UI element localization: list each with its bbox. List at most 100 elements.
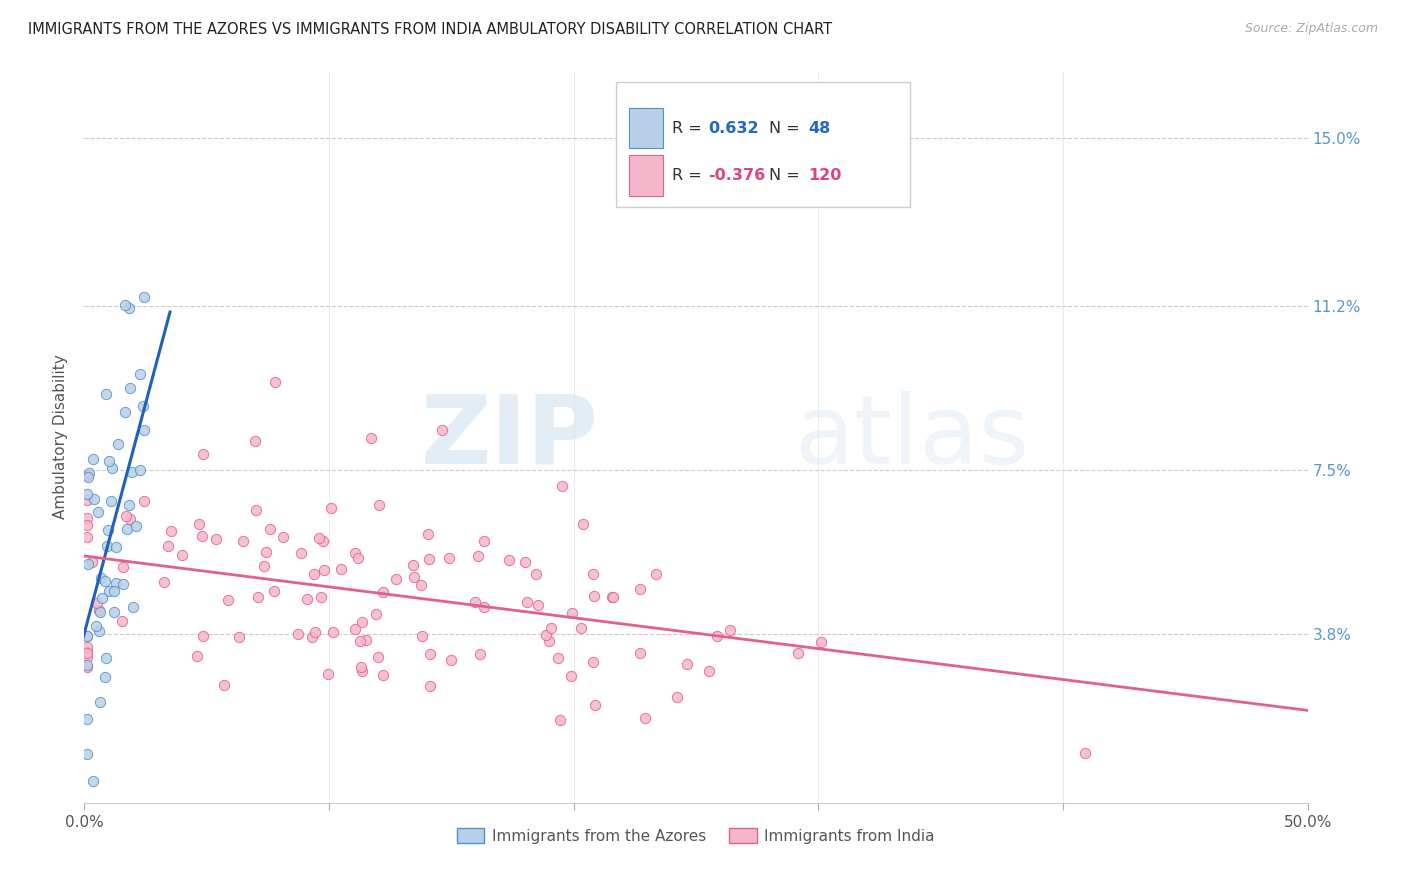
Point: [384, 572, 406, 586]
Point: [188, 516, 211, 531]
Point: [115, 522, 138, 536]
Point: [83, 492, 105, 507]
Point: [308, 531, 330, 545]
Point: [697, 665, 720, 679]
Point: [121, 465, 143, 479]
Point: [404, 570, 426, 584]
Point: [645, 566, 668, 581]
Point: [118, 512, 141, 526]
Point: [82, 773, 104, 788]
Text: N =: N =: [769, 169, 806, 184]
Point: [411, 629, 433, 643]
Point: [76, 629, 98, 643]
Point: [356, 632, 378, 647]
Point: [170, 548, 193, 562]
Point: [628, 582, 651, 596]
Point: [666, 690, 689, 704]
Point: [89, 695, 111, 709]
Point: [125, 519, 148, 533]
Point: [103, 584, 125, 599]
Point: [350, 660, 373, 674]
Point: [76, 646, 98, 660]
Point: [112, 559, 135, 574]
Point: [97, 584, 120, 599]
Point: [301, 630, 323, 644]
Point: [263, 375, 285, 389]
Point: [259, 522, 281, 536]
Text: R =: R =: [672, 121, 706, 136]
Point: [810, 634, 832, 648]
Point: [675, 657, 697, 672]
Point: [322, 625, 344, 640]
Point: [107, 437, 129, 451]
Point: [76, 529, 98, 543]
Point: [76, 486, 98, 500]
Point: [352, 664, 374, 678]
Point: [97, 454, 120, 468]
Point: [77, 470, 100, 484]
Point: [401, 558, 423, 572]
Point: [432, 423, 454, 437]
Point: [467, 549, 489, 563]
Point: [718, 624, 741, 638]
Point: [89, 605, 111, 619]
Point: [551, 479, 574, 493]
Point: [79, 466, 101, 480]
Point: [87, 624, 110, 638]
Point: [437, 551, 460, 566]
Text: atlas: atlas: [794, 391, 1029, 483]
Point: [1073, 746, 1095, 760]
Point: [132, 400, 155, 414]
Point: [498, 553, 520, 567]
Point: [706, 629, 728, 643]
Point: [569, 621, 592, 635]
Point: [418, 551, 440, 566]
Point: [76, 657, 98, 672]
FancyBboxPatch shape: [616, 82, 910, 207]
Point: [536, 628, 558, 642]
Point: [418, 526, 440, 541]
Point: [76, 510, 98, 524]
Point: [582, 567, 605, 582]
Point: [76, 747, 98, 761]
Point: [419, 679, 441, 693]
Point: [560, 669, 582, 683]
Point: [582, 589, 605, 603]
Point: [472, 534, 495, 549]
Point: [82, 555, 104, 569]
Point: [312, 563, 335, 577]
Point: [312, 534, 335, 549]
Point: [96, 387, 118, 401]
Point: [115, 509, 138, 524]
Point: [212, 677, 235, 691]
Point: [87, 603, 110, 617]
Point: [271, 530, 294, 544]
Point: [97, 523, 120, 537]
Point: [76, 640, 98, 654]
Point: [86, 619, 108, 633]
Point: [118, 381, 141, 395]
Point: [256, 545, 278, 559]
Point: [112, 576, 135, 591]
Point: [513, 555, 536, 569]
Text: Source: ZipAtlas.com: Source: ZipAtlas.com: [1244, 22, 1378, 36]
Point: [100, 494, 122, 508]
Point: [419, 647, 441, 661]
Point: [561, 606, 583, 620]
Point: [243, 434, 266, 449]
Point: [104, 575, 127, 590]
Point: [91, 591, 114, 605]
Point: [349, 633, 371, 648]
Point: [114, 405, 136, 419]
Point: [602, 590, 624, 604]
Point: [153, 574, 176, 589]
Point: [157, 539, 180, 553]
Point: [94, 671, 117, 685]
Point: [205, 532, 228, 546]
Point: [366, 607, 388, 621]
Point: [191, 629, 214, 643]
Point: [96, 540, 118, 554]
Point: [94, 574, 117, 588]
Point: [304, 624, 326, 639]
Point: [76, 629, 98, 643]
